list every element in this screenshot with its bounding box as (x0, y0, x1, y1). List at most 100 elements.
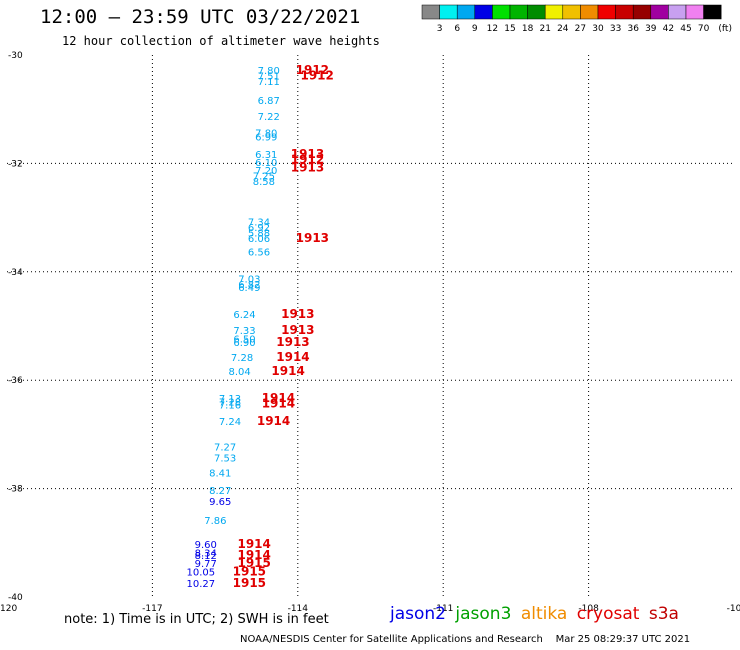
swh-value: 5.88 (248, 229, 270, 240)
pass-number: 1912 (296, 63, 329, 77)
credit-text: NOAA/NESDIS Center for Satellite Applica… (240, 634, 543, 645)
swh-value: 7.28 (231, 353, 253, 364)
colorbar-label: 70 (698, 24, 710, 34)
swh-value: 9.65 (209, 497, 231, 508)
colorbar-swatch (492, 4, 511, 20)
swh-value: 7.16 (219, 400, 241, 411)
colorbar-label: 21 (539, 24, 550, 34)
colorbar-swatch (527, 4, 546, 20)
swh-value: 7.86 (204, 516, 226, 527)
swh-value: 6.50 (233, 334, 255, 345)
swh-value: 6.99 (255, 133, 277, 144)
swh-value: 9.77 (195, 559, 217, 570)
colorbar-label: 36 (627, 24, 639, 34)
colorbar-swatch (562, 4, 581, 20)
swh-value: 6.24 (233, 310, 255, 321)
colorbar-swatch (544, 4, 564, 20)
colorbar-label: 9 (472, 24, 478, 34)
pass-number: 1915 (233, 564, 266, 578)
swh-value: 6.06 (248, 234, 270, 245)
pass-number: 1914 (271, 364, 304, 378)
colorbar-swatch (509, 4, 528, 20)
colorbar-label: 33 (610, 24, 621, 34)
pass-number: 1914 (257, 414, 290, 428)
swh-value: 8.34 (195, 548, 217, 559)
x-tick-label: -117 (142, 604, 162, 614)
map-axes: -120 -117 -114 -111 -108 -10 -30 -32 -34 -36 -38 -4… (0, 51, 740, 614)
colorbar-label: 6 (454, 24, 460, 34)
colorbar-label: 39 (645, 24, 657, 34)
swh-value: 6.82 (238, 280, 260, 291)
colorbar-label: 3 (437, 24, 443, 34)
swh-value: 9.60 (195, 540, 217, 551)
pass-number: 1914 (276, 350, 309, 364)
y-tick-label: -30 (8, 51, 23, 61)
pass-labels: 1912191219131912191319131913191319131914… (233, 63, 334, 590)
legend-item-jason2: jason2 (390, 604, 446, 624)
pass-number: 1913 (291, 147, 324, 161)
colorbar-swatch (615, 4, 634, 20)
swh-value: 7.20 (255, 166, 277, 177)
x-tick-label: -108 (578, 604, 599, 614)
swh-value: 8.12 (195, 551, 217, 562)
colorbar-swatch (632, 4, 652, 20)
footer-credit: NOAA/NESDIS Center for Satellite Applica… (240, 634, 690, 645)
swh-value: 6.87 (258, 96, 280, 107)
pass-number: 1914 (237, 548, 270, 562)
legend-item-altika: altika (520, 604, 568, 624)
swh-value: 7.80 (258, 66, 280, 77)
pass-number: 1913 (296, 231, 329, 245)
credit-timestamp: Mar 25 08:29:37 UTC 2021 (555, 634, 691, 645)
chart-title: 12:00 – 23:59 UTC 03/22/2021 (40, 6, 361, 28)
legend-item-cryosat: cryosat (576, 604, 640, 624)
swh-value: 8.58 (253, 177, 275, 188)
colorbar-unit: (ft) (718, 24, 732, 34)
colorbar-label: 12 (487, 24, 498, 34)
x-tick-label: -10 (727, 604, 740, 614)
y-tick-label: -38 (8, 485, 23, 495)
swh-value: 7.53 (214, 454, 236, 465)
pass-number: 1912 (291, 152, 324, 166)
legend-item-s3a: s3a (648, 604, 679, 624)
y-tick-label: -32 (8, 159, 23, 169)
pass-number: 1914 (237, 537, 270, 551)
colorbar-swatch (650, 4, 669, 20)
x-tick-label: -120 (0, 604, 17, 614)
swh-value: 6.56 (248, 248, 270, 259)
wave-height-colorbar: 3 6 9 12 15 18 21 24 27 30 33 36 39 42 45 70 (ft) (421, 4, 732, 34)
colorbar-swatch (456, 4, 476, 20)
colorbar-swatch (439, 4, 458, 20)
pass-number: 1915 (233, 576, 266, 590)
swh-value: 8.41 (209, 469, 231, 480)
swh-value: 7.33 (233, 326, 255, 337)
swh-value: 7.80 (255, 128, 277, 139)
pass-number: 1913 (281, 323, 314, 337)
footer-note: note: 1) Time is in UTC; 2) SWH is in fe… (64, 612, 329, 627)
swh-value: 8.04 (229, 367, 251, 378)
colorbar-swatch (580, 4, 599, 20)
colorbar-swatch (668, 4, 687, 20)
pass-number: 1913 (276, 335, 309, 349)
colorbar-swatch (597, 4, 616, 20)
y-tick-label: -34 (8, 268, 23, 278)
swh-value: 6.92 (248, 223, 270, 234)
pass-number: 1914 (262, 396, 295, 410)
colorbar-label: 45 (680, 24, 691, 34)
chart-subtitle: 12 hour collection of altimeter wave hei… (62, 34, 380, 48)
pass-number: 1912 (300, 68, 333, 82)
y-tick-label: -40 (8, 593, 23, 603)
swh-value: 7.28 (219, 398, 241, 409)
map-grid (7, 55, 734, 597)
swh-value: 6.10 (255, 158, 277, 169)
colorbar-swatch (421, 4, 440, 20)
colorbar-label: 27 (575, 24, 586, 34)
x-tick-label: -114 (288, 604, 309, 614)
swh-value: 6.31 (255, 150, 277, 161)
swh-value: 7.13 (219, 394, 241, 405)
swh-points: 7.807.517.116.877.227.806.996.316.107.20… (187, 66, 280, 590)
swh-value: 7.34 (248, 218, 270, 229)
swh-value: 6.49 (238, 283, 260, 294)
pass-number: 1915 (237, 556, 270, 570)
swh-value: 7.27 (214, 443, 236, 454)
